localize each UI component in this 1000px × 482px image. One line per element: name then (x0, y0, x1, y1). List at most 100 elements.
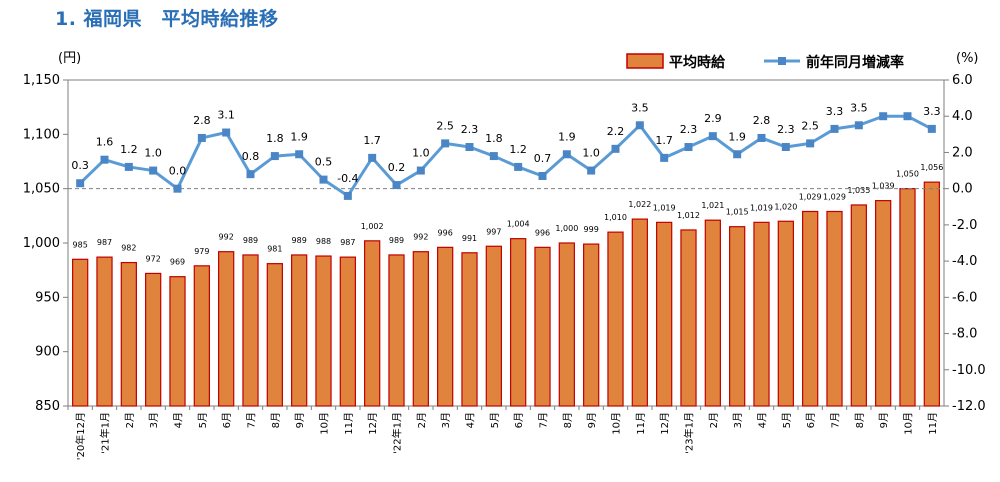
line-marker (197, 133, 206, 142)
bar (826, 210, 843, 407)
line-value-label: 0.7 (534, 152, 552, 165)
bar-value-label: 1,021 (701, 201, 724, 210)
x-tick-label: 3月 (440, 412, 452, 428)
line-marker (100, 155, 109, 164)
bar-value-label: 989 (389, 236, 404, 245)
bar (388, 254, 405, 407)
bar-value-label: 1,022 (628, 200, 651, 209)
line-marker (319, 175, 328, 184)
bar-value-label: 969 (170, 258, 185, 267)
bar-value-label: 979 (194, 247, 209, 256)
x-tick-label: 11月 (635, 412, 647, 435)
bar (315, 255, 332, 407)
left-tick-label: 850 (35, 399, 60, 414)
legend-bar-label: 平均時給 (669, 54, 726, 71)
line-marker (124, 162, 133, 171)
right-tick-label: -4.0 (952, 254, 977, 269)
line-value-label: 2.9 (704, 112, 722, 125)
bar (850, 204, 867, 407)
x-tick-label: 7月 (830, 412, 842, 428)
x-tick-label: 6月 (805, 412, 817, 428)
line-value-label: 0.5 (315, 156, 333, 169)
bar (729, 226, 746, 407)
line-value-label: -0.4 (337, 172, 358, 185)
bar-value-label: 1,015 (726, 208, 749, 217)
line-value-label: 1.8 (485, 132, 503, 145)
line-marker (635, 121, 644, 130)
bar (169, 276, 186, 407)
x-tick-label: 2月 (708, 412, 720, 428)
line-marker (757, 133, 766, 142)
bar (753, 221, 770, 407)
bar-value-label: 1,019 (750, 203, 773, 212)
bar-value-label: 1,050 (896, 170, 919, 179)
line-value-label: 1.6 (96, 136, 114, 149)
line-marker (830, 124, 839, 133)
legend-line-label: 前年同月増減率 (806, 54, 904, 71)
line-marker (392, 181, 401, 190)
line-value-label: 3.3 (826, 105, 844, 118)
right-tick-label: 2.0 (952, 145, 973, 160)
bar (193, 265, 210, 407)
x-tick-label: 2月 (416, 412, 428, 428)
line-value-label: 1.2 (120, 143, 138, 156)
bar-value-label: 987 (340, 238, 355, 247)
bar-value-label: 1,056 (920, 163, 943, 172)
line-marker (708, 132, 717, 141)
bar (558, 242, 575, 407)
line-value-label: 2.3 (461, 123, 479, 136)
line-value-label: 3.1 (217, 109, 235, 122)
line-marker (246, 170, 255, 179)
line-value-label: 1.9 (558, 130, 576, 143)
line-value-label: 1.0 (412, 147, 430, 160)
x-tick-label: 4月 (757, 412, 769, 428)
right-tick-label: -10.0 (952, 363, 986, 378)
bar (339, 256, 356, 407)
x-tick-label: 5月 (781, 412, 793, 428)
x-tick-label: 6月 (513, 412, 525, 428)
x-tick-label: '22年1月 (391, 412, 404, 454)
line-value-label: 1.9 (290, 130, 308, 143)
bar-value-label: 1,004 (507, 220, 530, 229)
left-tick-label: 1,100 (23, 127, 60, 142)
bar (875, 200, 892, 407)
bar (437, 246, 454, 407)
line-marker (343, 191, 352, 200)
bar (607, 231, 624, 407)
line-value-label: 2.8 (753, 114, 771, 127)
left-axis-unit: (円) (58, 51, 81, 66)
line-marker (465, 143, 474, 152)
bar-value-label: 989 (243, 236, 258, 245)
line-value-label: 2.3 (680, 123, 698, 136)
line-value-label: 2.3 (777, 123, 795, 136)
bar-value-label: 1,035 (847, 186, 870, 195)
legend-bar-swatch (626, 53, 664, 69)
bar (242, 254, 259, 407)
line-value-label: 1.9 (728, 130, 746, 143)
bar-value-label: 972 (146, 254, 161, 263)
x-tick-label: 10月 (319, 412, 331, 435)
bar-value-label: 1,029 (823, 192, 846, 201)
right-axis-unit: (%) (956, 51, 979, 66)
bar (583, 243, 600, 407)
x-tick-label: 10月 (903, 412, 915, 435)
x-tick-label: 8月 (562, 412, 574, 428)
bar (266, 263, 283, 407)
left-tick-label: 900 (35, 345, 60, 360)
x-tick-label: 7月 (538, 412, 550, 428)
line-value-label: 2.2 (607, 125, 625, 138)
bar-value-label: 997 (486, 227, 501, 236)
line-marker (806, 139, 815, 148)
x-tick-label: 9月 (294, 412, 306, 428)
bar (291, 254, 308, 407)
bar (802, 210, 819, 407)
line-marker (514, 162, 523, 171)
line-marker (295, 150, 304, 159)
bar (704, 219, 721, 407)
left-tick-label: 1,000 (23, 236, 60, 251)
bar-value-label: 1,020 (774, 202, 797, 211)
x-tick-label: 11月 (927, 412, 939, 435)
line-marker (222, 128, 231, 137)
bar-value-label: 982 (121, 244, 136, 253)
right-tick-label: 6.0 (952, 73, 973, 88)
